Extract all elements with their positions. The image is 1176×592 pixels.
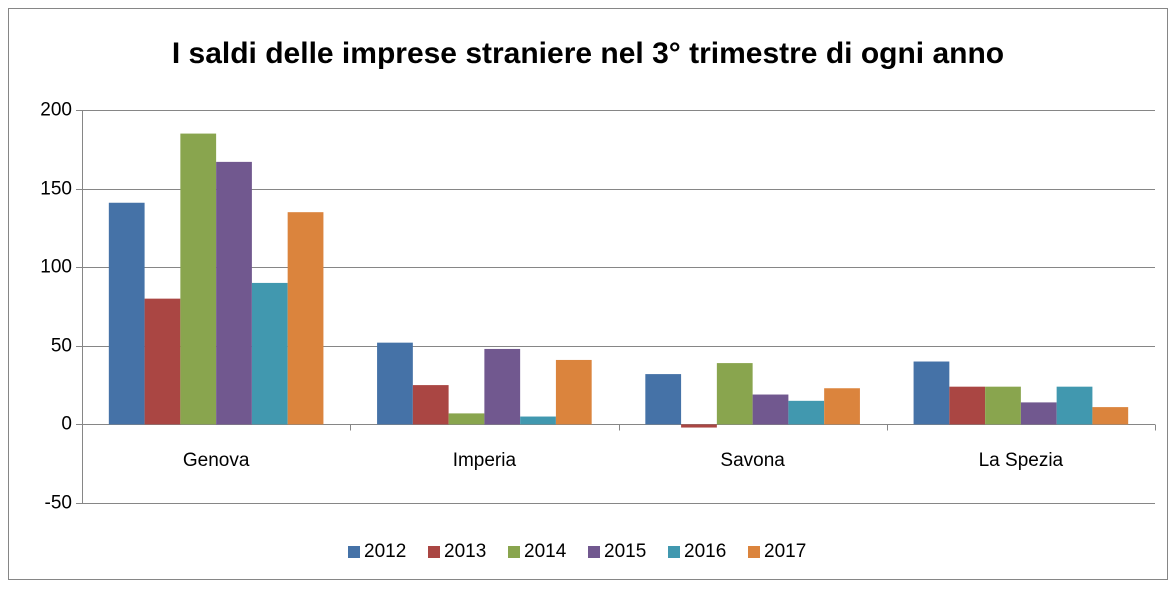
chart-title: I saldi delle imprese straniere nel 3° t… xyxy=(172,37,1004,70)
bar xyxy=(144,298,181,425)
legend-swatch xyxy=(428,546,440,558)
bar xyxy=(484,348,521,425)
bar xyxy=(681,424,717,428)
x-tick-label: Genova xyxy=(183,450,250,471)
legend-label: 2014 xyxy=(524,541,567,562)
bar xyxy=(949,386,986,425)
legend-label: 2013 xyxy=(444,541,486,562)
legend-label: 2016 xyxy=(684,541,726,562)
bar xyxy=(752,394,789,425)
x-tick-label: Imperia xyxy=(453,450,517,471)
y-tick-label: -50 xyxy=(45,493,72,514)
bar xyxy=(1056,386,1093,425)
bar xyxy=(108,202,145,425)
y-tick-label: 50 xyxy=(51,336,72,357)
bar xyxy=(555,359,592,425)
legend-swatch xyxy=(668,546,680,558)
bar xyxy=(1092,407,1129,425)
legend-label: 2012 xyxy=(364,541,406,562)
legend-swatch xyxy=(588,546,600,558)
legend-label: 2017 xyxy=(764,541,806,562)
bar xyxy=(824,388,860,425)
bar xyxy=(251,282,288,425)
bar xyxy=(448,413,485,425)
y-tick-label: 100 xyxy=(40,257,72,278)
bar xyxy=(716,363,753,425)
legend-label: 2015 xyxy=(604,541,646,562)
bar xyxy=(412,385,449,425)
bar xyxy=(1020,402,1057,425)
bar xyxy=(287,212,324,425)
y-tick-label: 150 xyxy=(40,179,72,200)
x-tick-label: Savona xyxy=(720,450,785,471)
legend-swatch xyxy=(508,546,520,558)
bar xyxy=(788,400,825,425)
bar xyxy=(520,416,556,425)
y-tick-label: 200 xyxy=(40,100,72,121)
bar xyxy=(180,133,217,425)
bar xyxy=(377,342,413,425)
y-tick-label: 0 xyxy=(61,414,72,435)
legend-swatch xyxy=(348,546,360,558)
bar xyxy=(913,361,950,425)
legend-swatch xyxy=(748,546,760,558)
bar xyxy=(985,386,1021,425)
bar xyxy=(216,161,252,425)
bar xyxy=(645,374,682,425)
x-tick-label: La Spezia xyxy=(979,450,1064,471)
